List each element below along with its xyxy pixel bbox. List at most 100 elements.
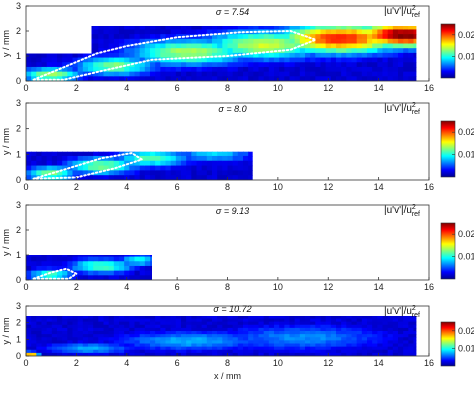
heatmap-cell xyxy=(201,26,208,31)
heatmap-cell xyxy=(341,76,347,81)
heatmap-cell xyxy=(51,265,58,272)
heatmap-cell xyxy=(325,316,332,320)
heatmap-cell xyxy=(310,161,316,166)
heatmap-cell xyxy=(269,309,275,313)
heatmap-cell xyxy=(166,238,172,243)
heatmap-cell xyxy=(356,340,363,345)
heatmap-cell xyxy=(103,71,110,77)
heatmap-cell xyxy=(228,228,234,233)
heatmap-cell xyxy=(264,214,270,219)
heatmap-cell xyxy=(171,233,177,238)
heatmap-cell xyxy=(341,151,347,156)
heatmap-cell xyxy=(72,337,79,341)
heatmap-cell xyxy=(88,210,94,215)
heatmap-cell xyxy=(77,316,84,320)
heatmap-cell xyxy=(140,15,146,20)
heatmap-cell xyxy=(331,132,337,137)
heatmap-cell xyxy=(408,146,414,151)
heatmap-cell xyxy=(82,38,89,45)
heatmap-cell xyxy=(284,327,291,332)
heatmap-cell xyxy=(362,137,368,142)
heatmap-cell xyxy=(330,66,337,73)
heatmap-cell xyxy=(124,108,130,113)
heatmap-cell xyxy=(93,324,99,329)
heatmap-cell xyxy=(181,155,187,162)
heatmap-cell xyxy=(305,309,311,313)
heatmap-cell xyxy=(73,108,79,113)
heatmap-cell xyxy=(408,142,414,147)
heatmap-cell xyxy=(403,29,409,35)
heatmap-cell xyxy=(31,349,37,354)
heatmap-cell xyxy=(248,132,254,137)
heatmap-cell xyxy=(160,151,167,157)
heatmap-cell xyxy=(108,76,115,81)
heatmap-cell xyxy=(398,151,404,156)
heatmap-cell xyxy=(356,316,363,320)
heatmap-cell xyxy=(144,43,151,49)
heatmap-cell xyxy=(124,11,130,16)
heatmap-cell xyxy=(321,238,327,243)
heatmap-cell xyxy=(171,108,177,113)
heatmap-cell xyxy=(351,340,358,345)
heatmap-cell xyxy=(279,331,285,335)
heatmap-cell xyxy=(171,266,177,271)
heatmap-cell xyxy=(269,15,275,20)
heatmap-cell xyxy=(88,312,94,316)
heatmap-cell xyxy=(191,6,197,11)
heatmap-cell xyxy=(259,127,265,132)
heatmap-cell xyxy=(243,334,249,338)
heatmap-cell xyxy=(253,161,259,166)
heatmap-cell xyxy=(305,238,311,243)
heatmap-cell xyxy=(129,309,135,313)
heatmap-cell xyxy=(150,66,156,73)
heatmap-cell xyxy=(206,165,213,171)
heatmap-cell xyxy=(202,252,208,257)
heatmap-cell xyxy=(150,62,156,68)
heatmap-cell xyxy=(212,151,218,157)
heatmap-cell xyxy=(341,346,347,351)
heatmap-cell xyxy=(145,122,151,127)
heatmap-cell xyxy=(377,34,384,40)
heatmap-cell xyxy=(284,117,290,122)
heatmap-cell xyxy=(398,66,404,73)
heatmap-cell xyxy=(212,316,218,320)
heatmap-cell xyxy=(155,165,161,171)
heatmap-cell xyxy=(346,352,353,356)
heatmap-cell xyxy=(212,271,218,276)
heatmap-cell xyxy=(279,327,285,332)
heatmap-cell xyxy=(62,233,68,238)
heatmap-cell xyxy=(144,261,151,267)
heatmap-cell xyxy=(103,155,110,162)
heatmap-cell xyxy=(42,312,48,316)
heatmap-cell xyxy=(392,76,399,81)
heatmap-cell xyxy=(93,48,99,54)
heatmap-cell xyxy=(31,306,37,310)
heatmap-cell xyxy=(341,337,347,341)
heatmap-cell xyxy=(377,343,384,348)
heatmap-cell xyxy=(263,316,270,320)
heatmap-cell xyxy=(155,175,161,180)
heatmap-cell xyxy=(207,228,213,233)
heatmap-cell xyxy=(259,108,265,113)
heatmap-cell xyxy=(352,137,358,142)
heatmap-cell xyxy=(259,233,265,238)
heatmap-cell xyxy=(134,318,141,323)
heatmap-cell xyxy=(134,321,141,326)
heatmap-cell xyxy=(62,165,68,171)
heatmap-cell xyxy=(284,43,291,49)
heatmap-cell xyxy=(326,266,332,271)
heatmap-cell xyxy=(186,142,192,147)
heatmap-cell xyxy=(42,214,48,219)
heatmap-cell xyxy=(299,331,306,335)
heatmap-cell xyxy=(238,233,244,238)
heatmap-cell xyxy=(108,26,115,31)
heatmap-cell xyxy=(253,238,259,243)
heatmap-cell xyxy=(42,142,48,147)
heatmap-cell xyxy=(217,233,223,238)
heatmap-cell xyxy=(367,132,373,137)
heatmap-cell xyxy=(88,334,94,338)
heatmap-cell xyxy=(413,26,417,31)
heatmap-cell xyxy=(140,214,146,219)
heatmap-cell xyxy=(284,103,290,108)
heatmap-cell xyxy=(155,210,161,215)
